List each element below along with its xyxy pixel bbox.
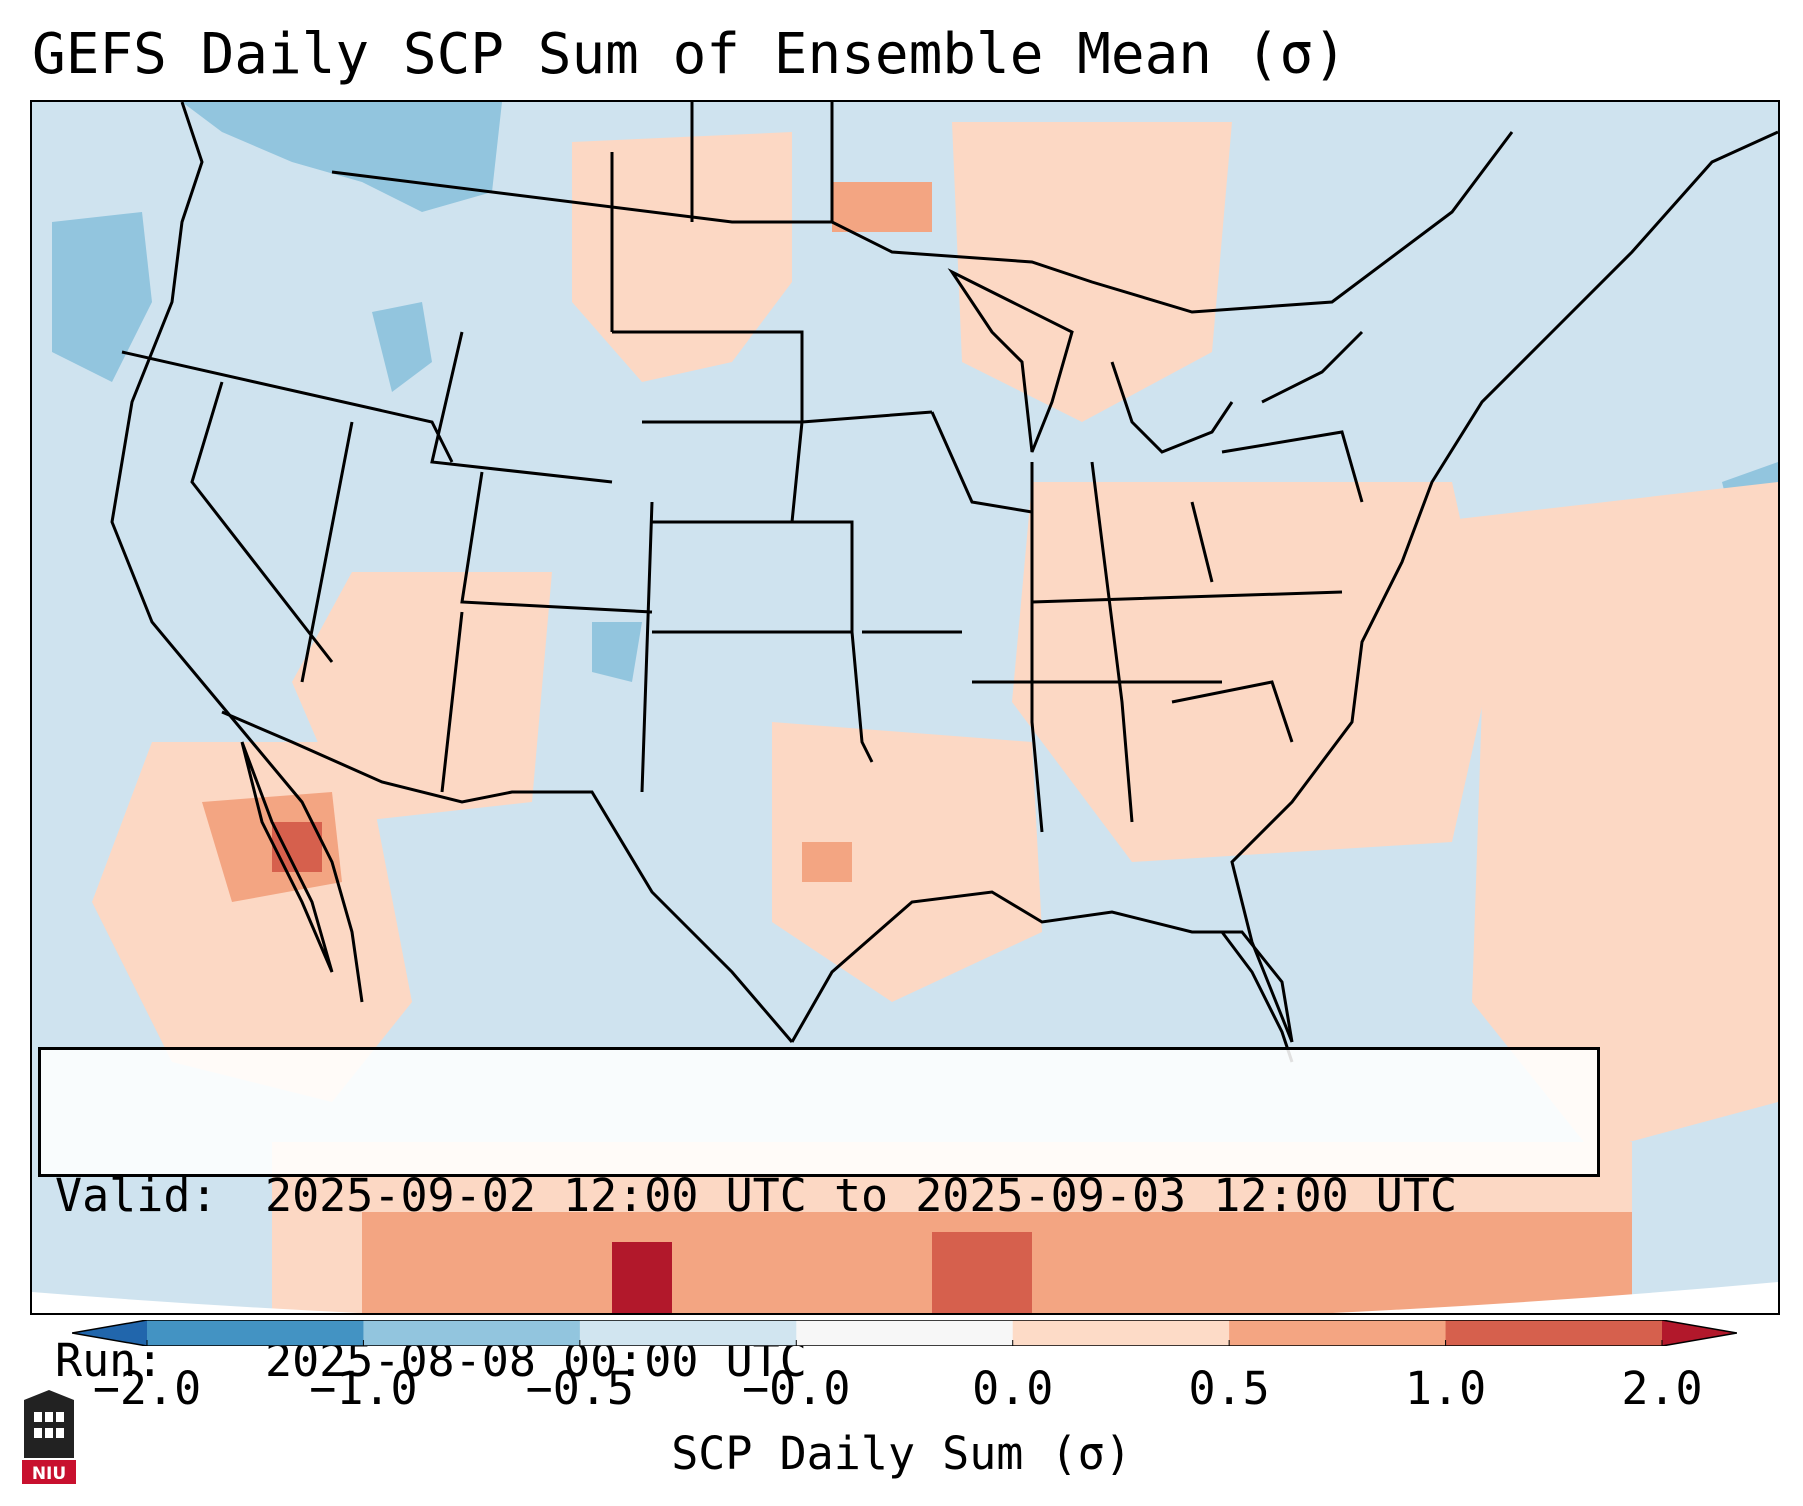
- state-lines-west: [121, 102, 834, 793]
- state-lines-east: [972, 430, 1364, 833]
- positive-anomaly-atlantic: [1432, 482, 1778, 1152]
- coastline-west: [110, 102, 364, 1003]
- positive-anomaly-mexico-core: [272, 822, 322, 872]
- logo-windows: [34, 1412, 64, 1438]
- colorbar-tick-label: −2.0: [92, 1362, 202, 1415]
- colorbar-extend-high: [1662, 1320, 1737, 1346]
- positive-anomaly-plains-north: [572, 132, 792, 382]
- colorbar-tick-label: 1.0: [1404, 1362, 1487, 1415]
- anomaly-shading: [52, 102, 1778, 1313]
- colorbar-tick-label: −0.5: [525, 1362, 635, 1415]
- colorbar-tick-label: 0.0: [972, 1362, 1054, 1415]
- colorbar-segment: [147, 1320, 364, 1346]
- positive-anomaly-great-lakes: [952, 122, 1232, 422]
- negative-anomaly-northwest: [182, 102, 502, 212]
- map-svg: [32, 102, 1778, 1313]
- colorbar-segment: [579, 1320, 797, 1346]
- positive-anomaly-minnesota: [832, 182, 932, 232]
- colorbar: [72, 1320, 1737, 1346]
- map-panel[interactable]: [30, 100, 1780, 1315]
- positive-anomaly-texas-strong: [802, 842, 852, 882]
- colorbar-segment: [796, 1320, 1014, 1346]
- logo-text: NIU: [32, 1464, 66, 1484]
- colorbar-tick-label: 2.0: [1621, 1362, 1703, 1415]
- info-box: Valid: 2025-09-02 12:00 UTC to 2025-09-03…: [38, 1047, 1600, 1387]
- colorbar-segment: [1229, 1320, 1447, 1346]
- gulf-coast: [790, 890, 1294, 1043]
- projection-edge: [32, 1282, 1778, 1313]
- positive-anomaly-caribbean-core: [612, 1242, 672, 1313]
- negative-anomaly-colorado: [592, 622, 642, 682]
- colorbar-tick-label: 0.5: [1188, 1362, 1270, 1415]
- negative-anomaly-idaho: [372, 302, 432, 392]
- logo-roof: [24, 1390, 74, 1400]
- border-mexico: [221, 710, 794, 1043]
- negative-anomaly-pacific: [52, 212, 152, 382]
- great-lakes: [947, 268, 1364, 454]
- colorbar-tick-label: −1.0: [309, 1362, 418, 1415]
- state-lines-central: [612, 330, 1034, 763]
- border-canada: [331, 131, 1514, 314]
- positive-anomaly-texas: [772, 722, 1042, 1002]
- positive-anomaly-east: [1012, 482, 1492, 862]
- colorbar-label: SCP Daily Sum (σ): [671, 1427, 1132, 1480]
- colorbar-extend-low: [72, 1320, 147, 1346]
- atlantic-coast: [1230, 130, 1778, 1043]
- colorbar-segment: [1445, 1320, 1663, 1346]
- colorbar-segment: [363, 1320, 581, 1346]
- colorbar-segment: [1012, 1320, 1230, 1346]
- boundaries: [110, 102, 1778, 1063]
- baja-peninsula: [240, 741, 334, 973]
- positive-anomaly-yucatan: [932, 1232, 1032, 1313]
- valid-value: 2025-09-02 12:00 UTC to 2025-09-03 12:00…: [265, 1169, 1458, 1222]
- niu-logo: NIU: [22, 1390, 76, 1484]
- logo-banner: [22, 1460, 76, 1484]
- colorbar-tick-label: −0.0: [742, 1362, 851, 1415]
- map-title: GEFS Daily SCP Sum of Ensemble Mean (σ): [32, 22, 1347, 87]
- valid-label: Valid:: [55, 1169, 218, 1222]
